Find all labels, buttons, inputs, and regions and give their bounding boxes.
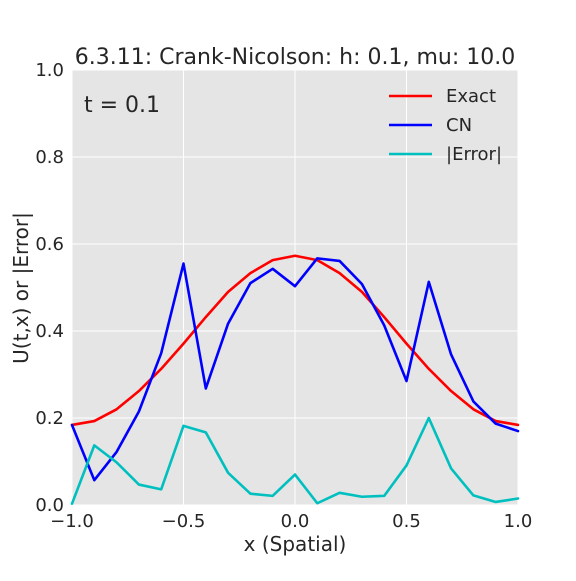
x-tick-label: −0.5 (162, 511, 206, 532)
y-axis-label: U(t,x) or |Error| (9, 212, 33, 364)
chart-title: 6.3.11: Crank-Nicolson: h: 0.1, mu: 10.0 (75, 45, 515, 70)
series-line-exact (70, 254, 520, 427)
legend-label: CN (446, 115, 472, 136)
series-layer (70, 254, 520, 505)
legend: Exact CN |Error| (389, 86, 502, 165)
y-tick-label: 0.4 (35, 321, 64, 342)
series-line-error (70, 416, 520, 505)
x-tick-label: −1.0 (50, 511, 94, 532)
y-tick-label: 0.8 (35, 147, 64, 168)
x-axis-label: x (Spatial) (244, 532, 347, 556)
y-tick-label: 1.0 (35, 60, 64, 81)
legend-label: Exact (446, 86, 496, 107)
x-tick-label: 0.0 (281, 511, 310, 532)
y-tick-label: 0.2 (35, 408, 64, 429)
x-tick-label: 0.5 (392, 511, 421, 532)
grid (71, 69, 519, 506)
x-tick-label: 1.0 (504, 511, 533, 532)
legend-label: |Error| (446, 144, 502, 165)
y-tick-label: 0.6 (35, 234, 64, 255)
time-annotation: t = 0.1 (84, 93, 160, 118)
series-line-cn (70, 257, 520, 482)
tick-labels: −1.0 −0.5 0.0 0.5 1.0 0.0 0.2 0.4 0.6 0.8 1.0 (35, 60, 532, 532)
y-tick-label: 0.0 (35, 495, 64, 516)
